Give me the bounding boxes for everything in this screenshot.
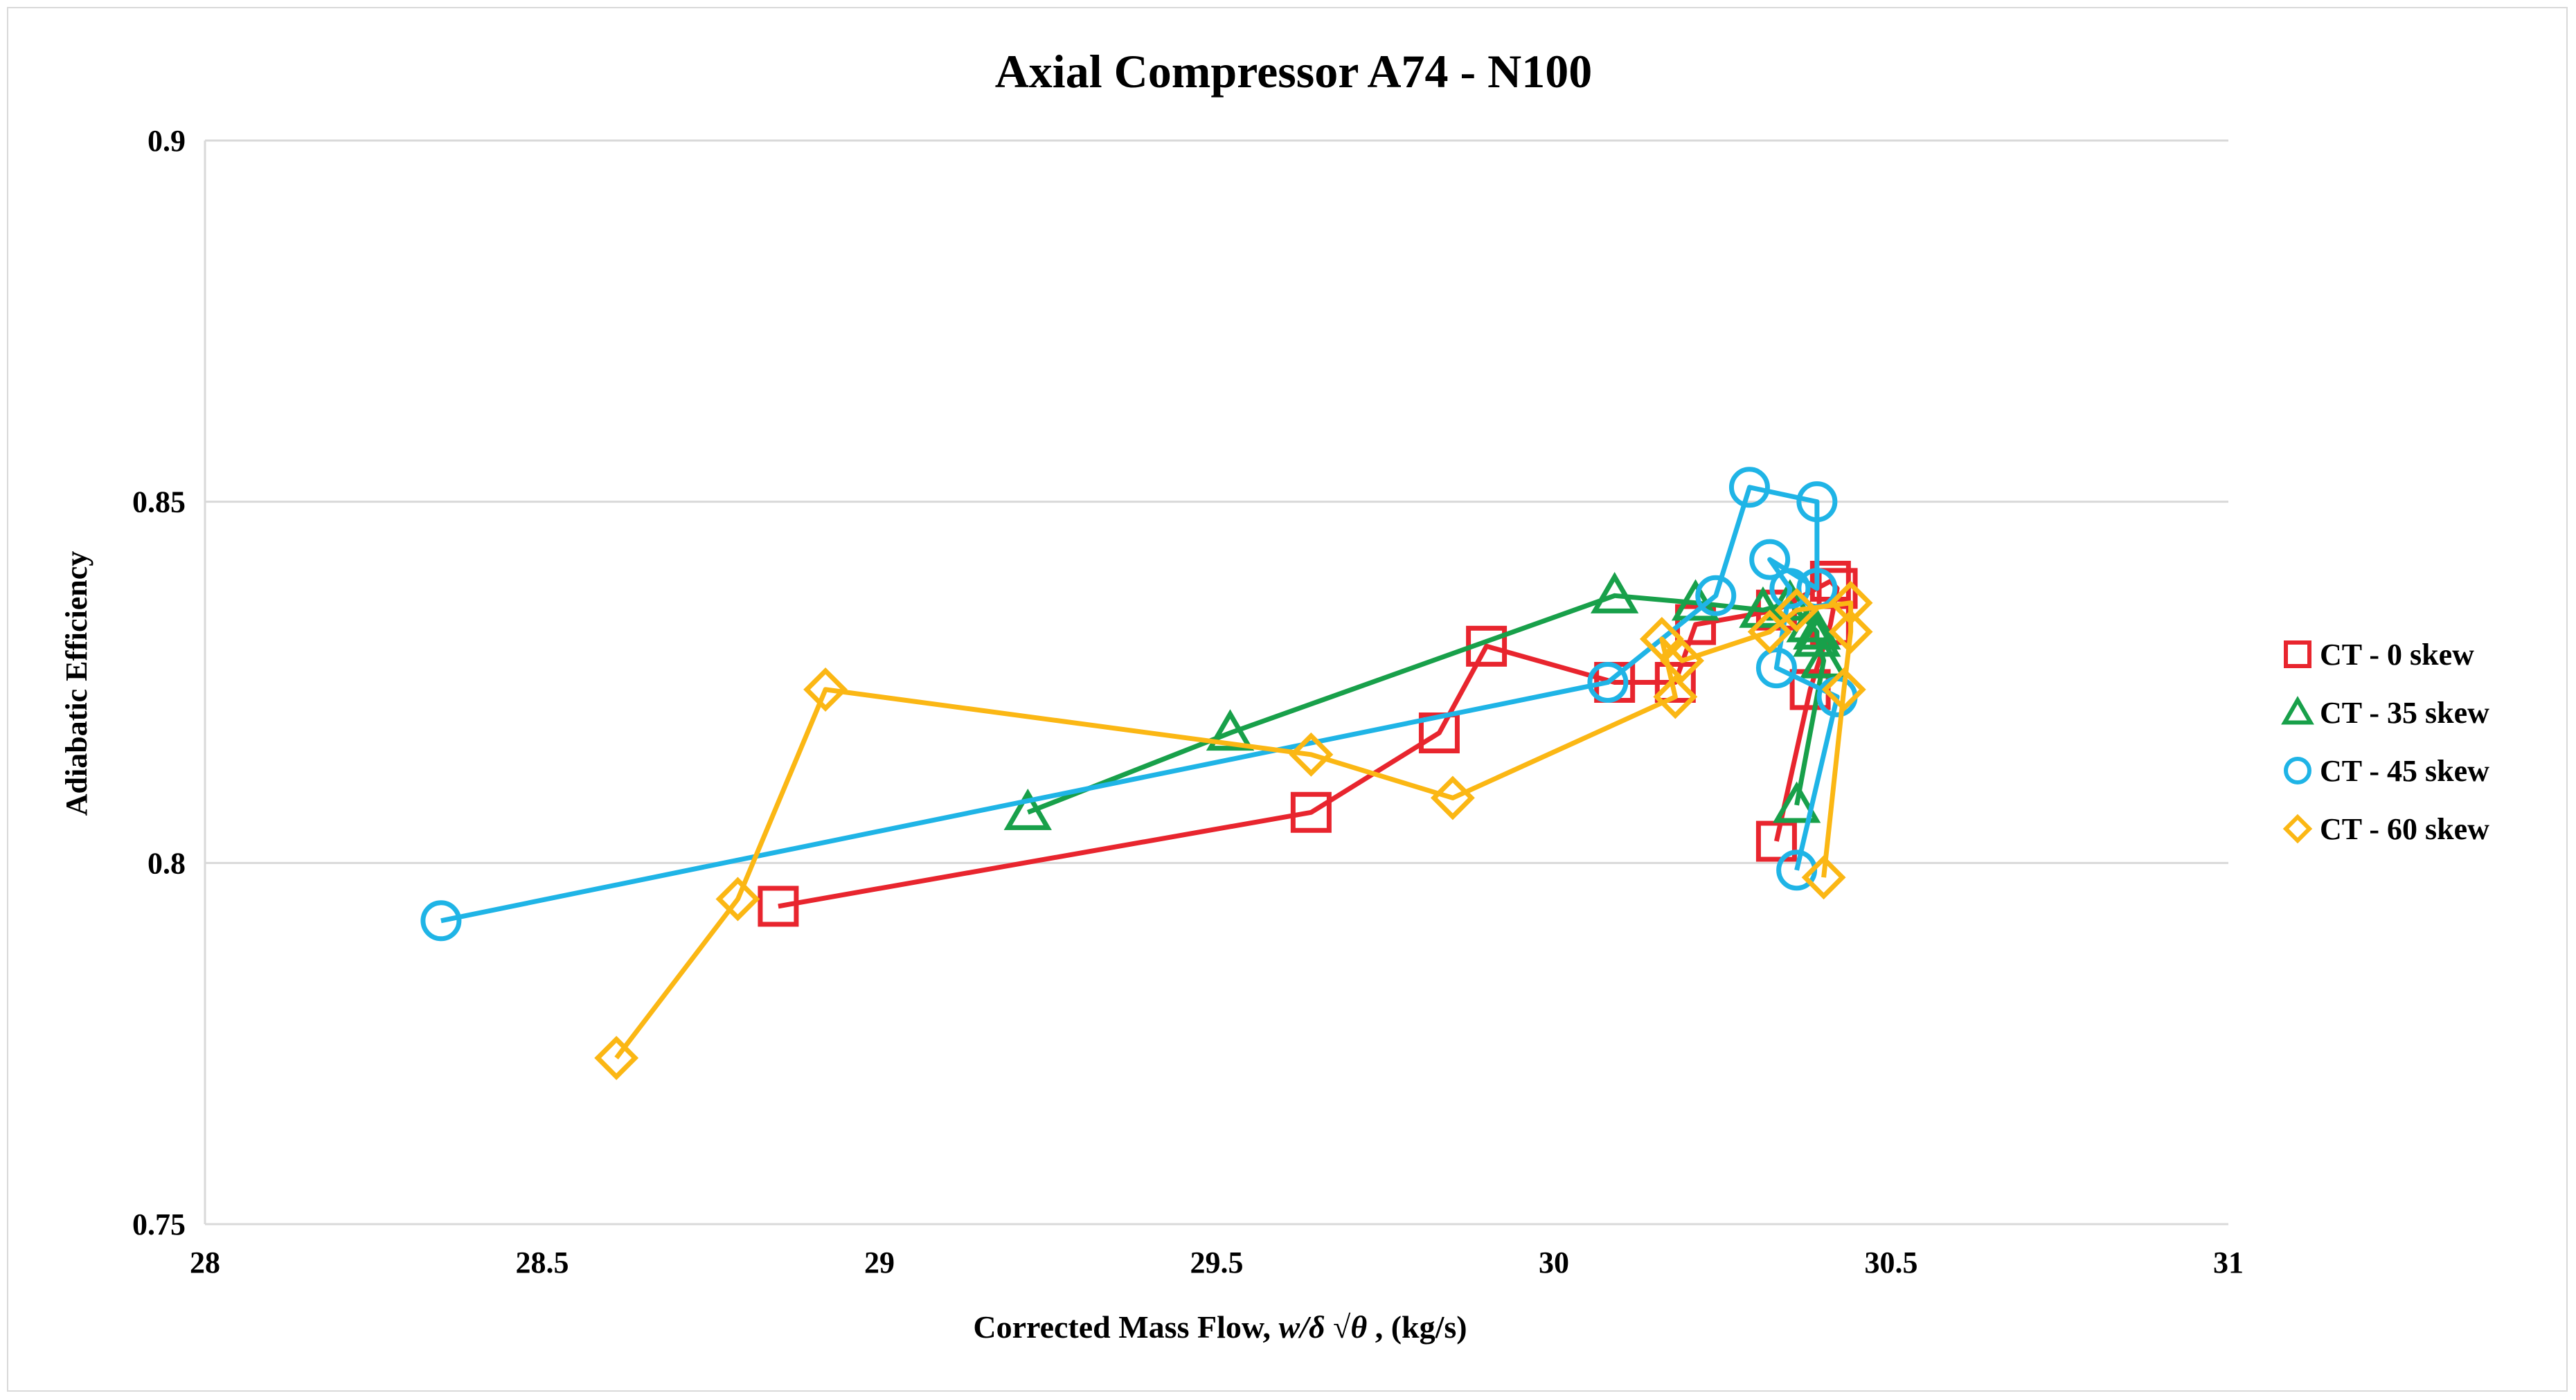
diamond-marker — [1653, 674, 1698, 719]
square-marker — [1654, 662, 1696, 703]
diamond-marker — [1747, 609, 1792, 654]
chart-title: Axial Compressor A74 - N100 — [995, 45, 1593, 98]
circle-marker — [2284, 757, 2311, 784]
x-axis-label-part: / — [1298, 1309, 1312, 1345]
circle-marker — [420, 900, 462, 942]
series-line — [778, 578, 1840, 909]
triangle-marker — [1739, 586, 1787, 628]
x-axis-label-part: w — [1279, 1309, 1300, 1345]
diamond-marker — [1639, 616, 1684, 661]
triangle-marker — [1772, 781, 1821, 823]
chart-frame — [7, 7, 2568, 1392]
y-tick-label: 0.9 — [147, 124, 186, 158]
triangle-marker — [1793, 608, 1841, 650]
x-axis-label-part: Corrected Mass Flow, — [973, 1309, 1278, 1345]
square-marker — [758, 886, 799, 927]
series-group — [420, 467, 1873, 1080]
legend-item: CT - 60 skew — [2282, 812, 2489, 846]
diamond-marker — [2282, 814, 2313, 844]
square-marker — [1755, 820, 1797, 862]
x-tick-label: 29 — [864, 1246, 895, 1280]
legend-label: CT - 35 skew — [2320, 696, 2489, 730]
diamond-marker — [715, 877, 760, 922]
square-marker — [2284, 640, 2311, 668]
legend-item: CT - 0 skew — [2284, 638, 2474, 672]
diamond-marker — [1774, 588, 1819, 633]
axes — [204, 141, 2228, 1226]
circle-marker — [1769, 568, 1811, 609]
x-axis-label-part: , (kg/s) — [1367, 1309, 1467, 1345]
diamond-marker — [803, 667, 848, 712]
series-3 — [594, 580, 1873, 1080]
x-tick-label: 30.5 — [1865, 1246, 1918, 1280]
x-axis-label: Corrected Mass Flow, w/δ √θ , (kg/s) — [973, 1309, 1467, 1345]
diamond-marker — [1430, 775, 1475, 820]
y-tick-label: 0.75 — [132, 1208, 186, 1241]
circle-marker — [1755, 647, 1797, 689]
diamond-marker — [1821, 667, 1866, 712]
circle-marker — [1695, 575, 1737, 616]
diamond-marker — [1801, 855, 1846, 900]
series-2 — [420, 467, 1858, 942]
square-marker — [1290, 791, 1332, 833]
x-axis-label-part: √ — [1325, 1309, 1352, 1345]
tick-labels: 0.75 0.8 0.85 0.9 28 28.5 29 29.5 30 30.5 31 — [132, 124, 2244, 1280]
x-tick-label: 31 — [2213, 1246, 2244, 1280]
diamond-marker — [594, 1036, 639, 1080]
diamond-marker — [1660, 638, 1705, 683]
triangle-marker — [1799, 636, 1848, 679]
triangle-marker — [1206, 709, 1255, 751]
diamond-marker — [1289, 732, 1334, 777]
x-tick-label: 28.5 — [516, 1246, 569, 1280]
x-tick-label: 29.5 — [1190, 1246, 1244, 1280]
series-line — [440, 485, 1840, 924]
legend: CT - 0 skew CT - 35 skew CT - 45 skew CT - … — [2281, 638, 2489, 846]
triangle-marker — [1003, 789, 1052, 830]
legend-label: CT - 45 skew — [2320, 754, 2489, 788]
y-tick-label: 0.85 — [132, 485, 186, 519]
gridlines — [205, 139, 2228, 864]
circle-marker — [1587, 662, 1629, 703]
triangle-marker — [2281, 696, 2314, 725]
diamond-marker — [1828, 609, 1873, 654]
y-tick-label: 0.8 — [147, 846, 186, 880]
triangle-marker — [1590, 572, 1639, 613]
x-tick-label: 30 — [1539, 1246, 1569, 1280]
x-axis-label-part: δ — [1309, 1309, 1325, 1345]
y-axis-label: Adiabatic Efficiency — [60, 551, 93, 816]
circle-marker — [1796, 481, 1838, 523]
diamond-marker — [1828, 580, 1873, 625]
legend-label: CT - 60 skew — [2320, 812, 2489, 846]
circle-marker — [1749, 539, 1791, 580]
legend-item: CT - 45 skew — [2284, 754, 2489, 788]
series-line — [1027, 593, 1827, 815]
legend-label: CT - 0 skew — [2320, 638, 2474, 672]
x-tick-label: 28 — [190, 1246, 220, 1280]
series-line — [614, 600, 1854, 1060]
circle-marker — [1728, 467, 1770, 508]
legend-item: CT - 35 skew — [2281, 696, 2489, 730]
x-axis-label-part: θ — [1350, 1309, 1367, 1345]
